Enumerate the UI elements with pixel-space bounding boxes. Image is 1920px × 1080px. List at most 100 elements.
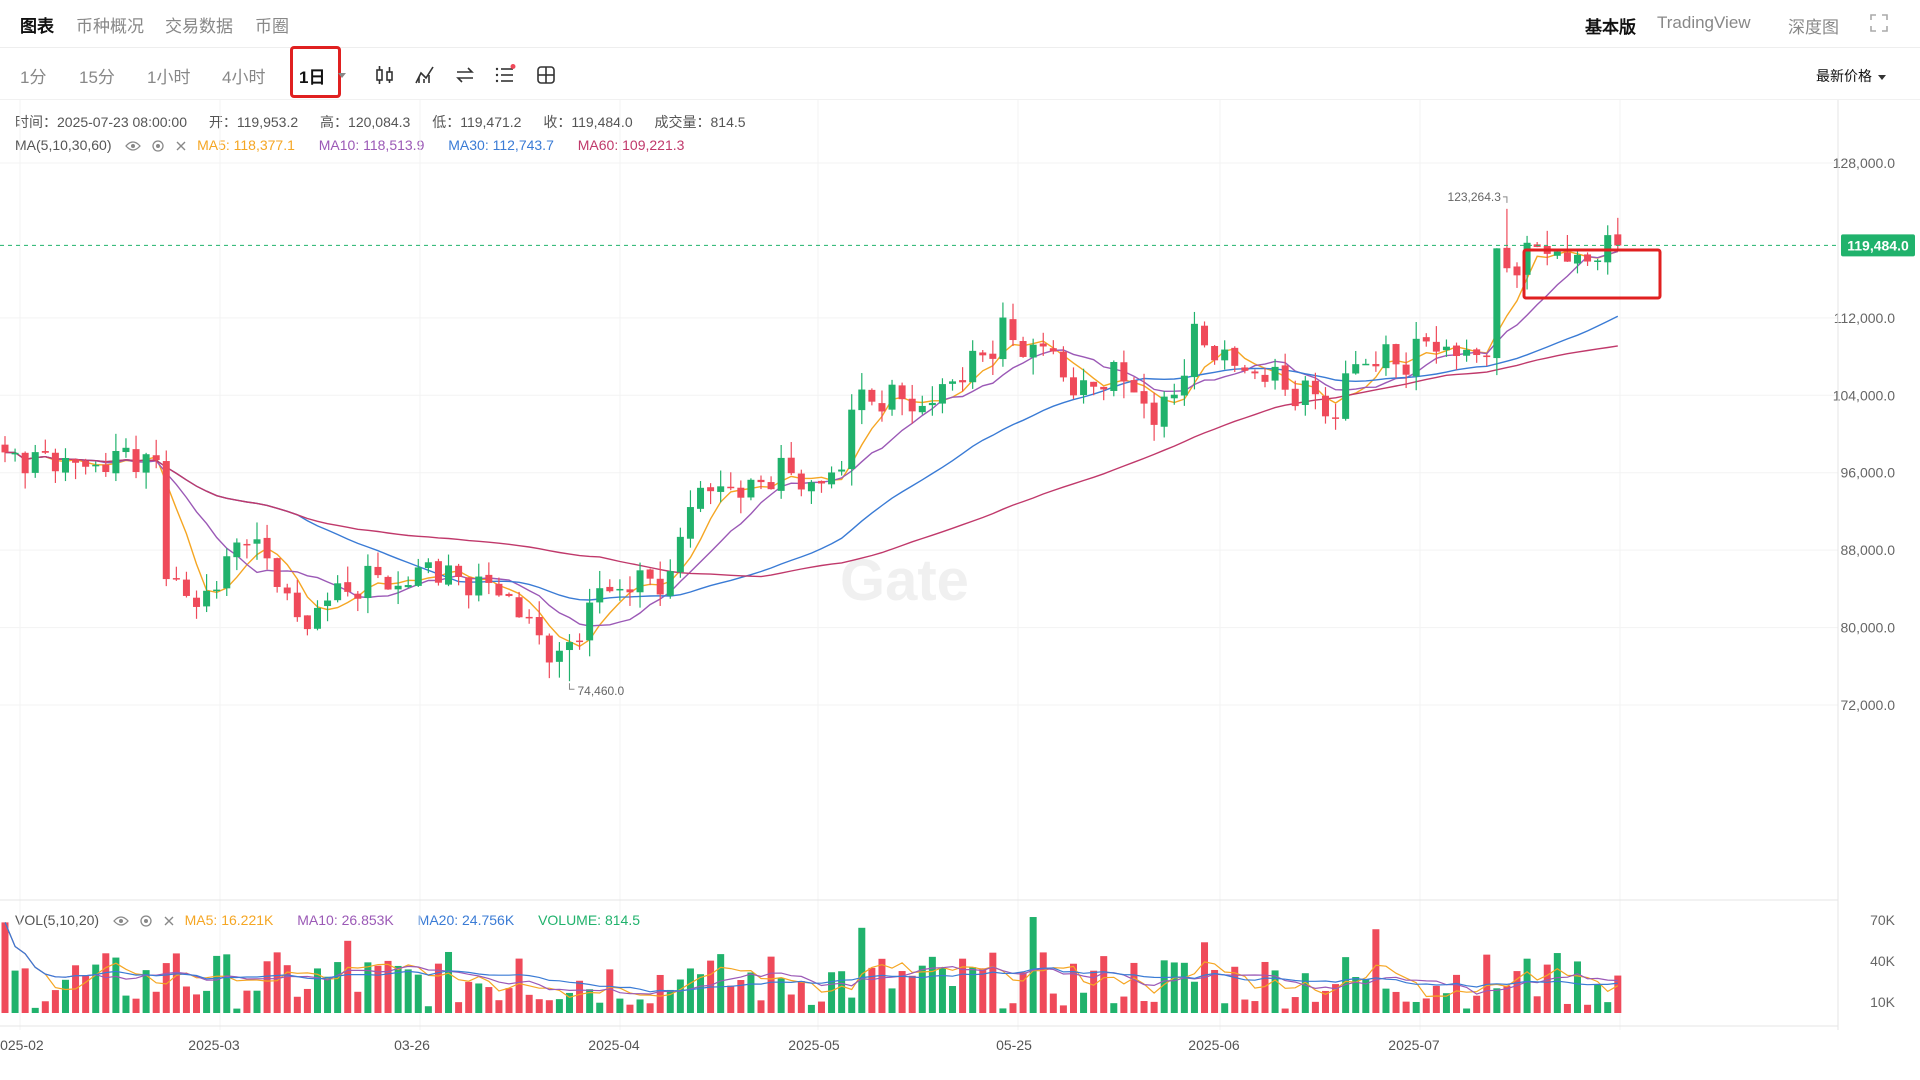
candle (193, 597, 201, 607)
volume-bar (1180, 962, 1188, 1013)
volume-bar (344, 940, 352, 1013)
candle (858, 389, 866, 411)
candle (817, 480, 825, 484)
candle (1281, 365, 1289, 390)
tab-coin-overview[interactable]: 币种概况 (76, 17, 144, 36)
fullscreen-icon[interactable] (1870, 14, 1888, 32)
volume-bar (313, 968, 321, 1013)
swap-icon[interactable] (454, 64, 476, 86)
volume-bar (1362, 979, 1370, 1013)
candle (505, 593, 513, 597)
candle (576, 640, 584, 643)
x-tick-label: 2025-07 (1388, 1037, 1440, 1053)
volume-bar (1211, 969, 1219, 1013)
x-tick-label: 2025-06 (1188, 1037, 1240, 1053)
ohlc-time: 时间：2025-07-23 08:00:00 (15, 114, 187, 130)
settings-list-icon[interactable] (494, 64, 516, 86)
interval-1h[interactable]: 1小时 (147, 68, 191, 87)
candle (293, 592, 301, 618)
volume-bar (969, 967, 977, 1013)
tab-tradingview[interactable]: TradingView (1657, 13, 1751, 32)
volume-bar (1251, 1001, 1259, 1013)
candle (959, 380, 967, 383)
volume-bar (11, 970, 19, 1013)
interval-dropdown-caret[interactable] (338, 73, 346, 78)
candle (162, 461, 170, 580)
tab-trading-data[interactable]: 交易数据 (165, 17, 233, 36)
candle (606, 586, 614, 592)
candle (283, 587, 291, 594)
candle (1180, 375, 1188, 396)
candle (1311, 380, 1319, 395)
candle (324, 600, 332, 607)
interval-1m[interactable]: 1分 (20, 68, 47, 87)
volume-bar (1140, 1001, 1148, 1013)
volume-bar (1190, 981, 1198, 1013)
candle (908, 398, 916, 412)
close-icon[interactable] (175, 140, 187, 152)
layout-icon[interactable] (535, 64, 557, 86)
candle (918, 405, 926, 413)
candle (1, 444, 9, 453)
volume-bar (1584, 1004, 1592, 1013)
interval-4h[interactable]: 4小时 (222, 68, 266, 87)
candle (1080, 380, 1088, 396)
tab-basic[interactable]: 基本版 (1585, 18, 1636, 37)
candle (182, 579, 190, 596)
candle (1432, 341, 1440, 352)
ma-legend-label: MA(5,10,30,60) (15, 137, 112, 153)
indicator-icon[interactable] (414, 64, 436, 86)
candle (424, 562, 432, 568)
interval-15m[interactable]: 15分 (79, 68, 115, 87)
volume-bar (1402, 1001, 1410, 1013)
candle (1483, 355, 1491, 358)
candle (1332, 417, 1340, 419)
candle (1614, 234, 1622, 246)
volume-bar (737, 980, 745, 1013)
candle (465, 577, 473, 596)
volume-bar (938, 967, 946, 1013)
volume-bar (142, 970, 150, 1013)
tab-coin-circle[interactable]: 币圈 (255, 17, 289, 36)
volume-bar (989, 952, 997, 1013)
close-icon[interactable] (163, 915, 175, 927)
volume-tick-label: 70K (1870, 912, 1896, 928)
eye-icon[interactable] (113, 915, 129, 927)
vol-legend: VOL(5,10,20) MA5: 16.221K MA10: 26.853K … (15, 912, 660, 928)
x-tick-label: 2025-03 (188, 1037, 240, 1053)
candle (203, 590, 211, 607)
volume-bar (21, 968, 29, 1013)
price-type-select[interactable]: 最新价格 (1816, 66, 1886, 86)
volume-bar (223, 954, 231, 1013)
candle (737, 487, 745, 498)
volume-bar (51, 990, 59, 1013)
vol-ma20-value: MA20: 24.756K (417, 912, 515, 928)
interval-1d[interactable]: 1日 (299, 68, 326, 87)
volume-bar (1080, 992, 1088, 1013)
candle (1140, 391, 1148, 404)
candle (1039, 343, 1047, 347)
volume-bar (1150, 1001, 1158, 1013)
y-tick-label: 112,000.0 (1834, 310, 1895, 326)
tab-chart[interactable]: 图表 (20, 17, 54, 36)
candlestick-icon[interactable] (374, 64, 396, 86)
volume-bar (1493, 988, 1501, 1013)
candle (797, 473, 805, 490)
tab-depth[interactable]: 深度图 (1788, 18, 1839, 37)
settings-icon[interactable] (151, 139, 165, 153)
interval-highlight-box (290, 46, 341, 98)
eye-icon[interactable] (125, 140, 142, 152)
candle (525, 616, 533, 619)
candle (1473, 349, 1481, 356)
volume-bar (424, 1006, 432, 1013)
settings-icon[interactable] (139, 914, 153, 928)
candle (1241, 367, 1249, 371)
candle (1069, 377, 1077, 396)
candle (1231, 347, 1239, 366)
candle (686, 507, 694, 539)
volume-bar (92, 964, 100, 1013)
candle (172, 578, 180, 580)
candle (676, 536, 684, 573)
volume-bar (394, 965, 402, 1013)
volume-bar (666, 989, 674, 1013)
